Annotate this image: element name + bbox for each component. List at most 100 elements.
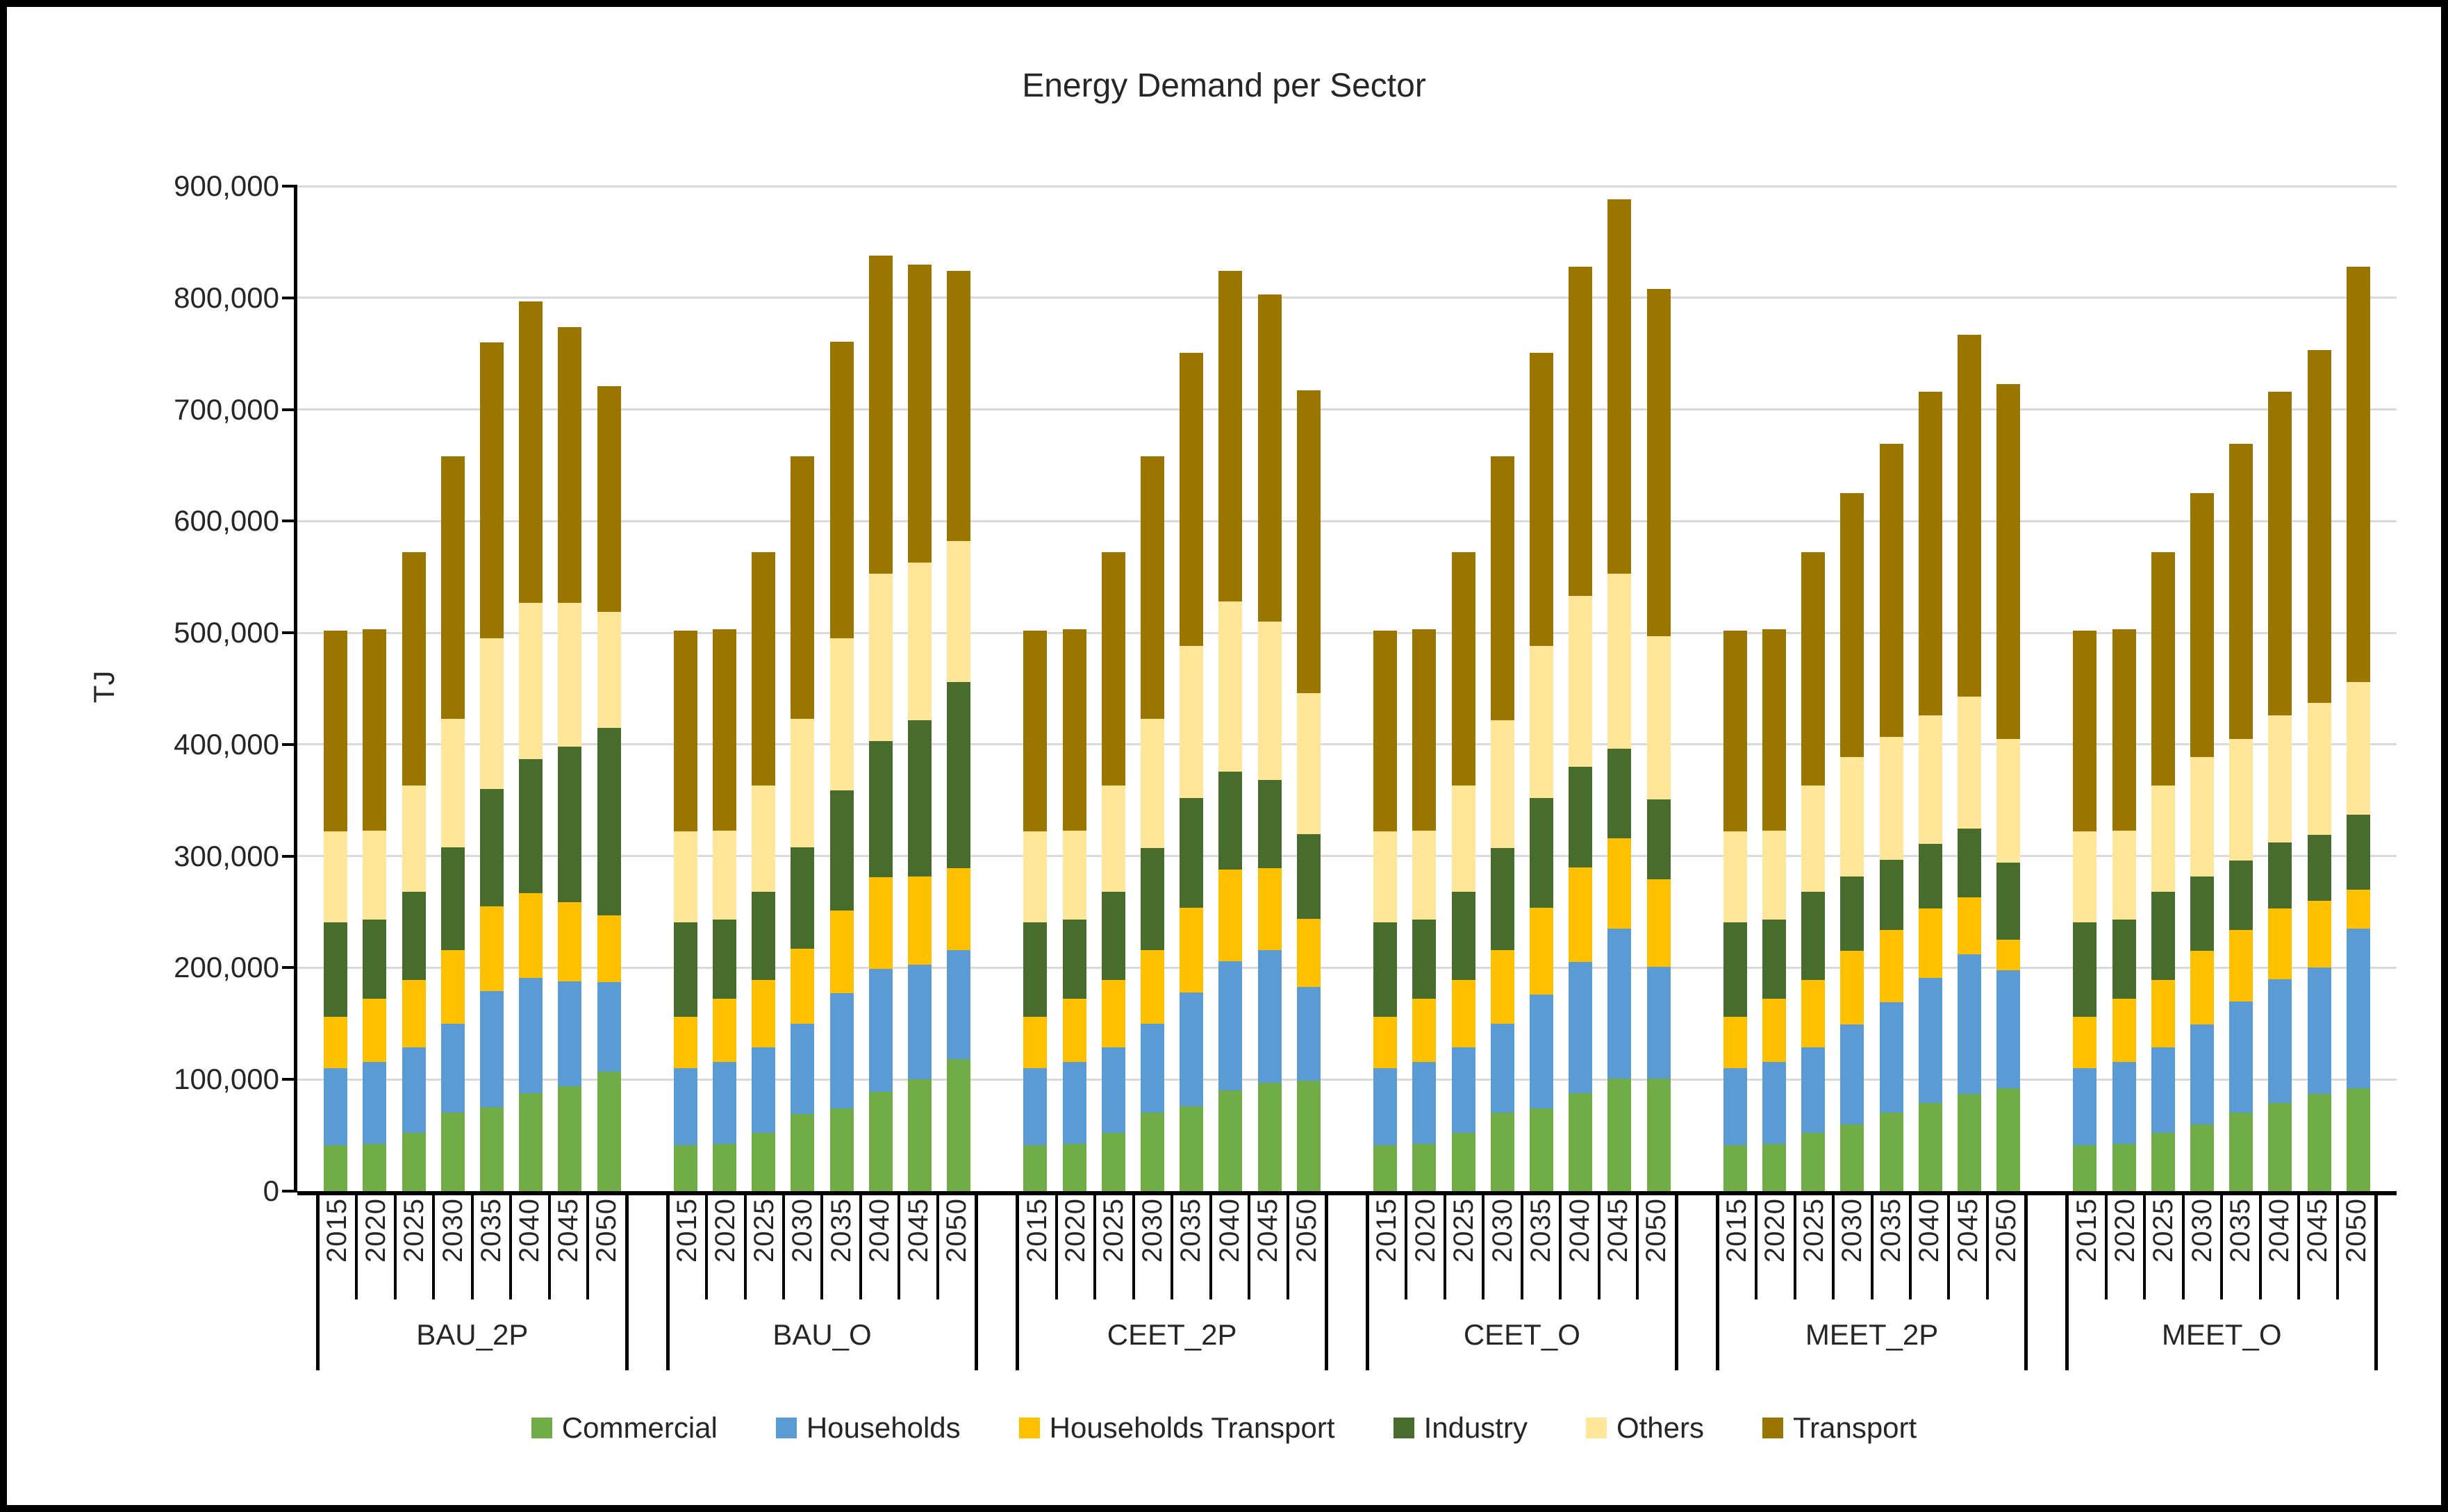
bar-slot xyxy=(2300,186,2339,1191)
bar-segment-transport xyxy=(1801,552,1826,786)
year-tick-label: 2020 xyxy=(2110,1198,2141,1263)
legend-swatch-icon xyxy=(1018,1418,1040,1438)
bar-segment-transport xyxy=(947,271,971,542)
year-tick-label: 2030 xyxy=(2186,1198,2217,1263)
bar-segment-households xyxy=(1762,1061,1786,1145)
bar-slot xyxy=(1016,186,1055,1191)
stacked-bar-ceet_o-2040 xyxy=(1569,266,1593,1191)
bar-segment-commercial xyxy=(947,1059,971,1191)
bar-segment-transport xyxy=(868,255,893,574)
year-cell: 2035 xyxy=(2223,1195,2262,1299)
stacked-bar-bau_2p-2045 xyxy=(558,326,582,1191)
year-cell: 2050 xyxy=(589,1195,625,1299)
bar-segment-households-transport xyxy=(829,911,854,994)
bar-segment-households-transport xyxy=(1762,999,1786,1062)
bar-slot xyxy=(1755,186,1794,1191)
year-tick-label: 2045 xyxy=(1602,1198,1633,1263)
bar-segment-transport xyxy=(1762,629,1786,831)
bar-segment-households xyxy=(402,1047,426,1133)
stacked-bar-meet_o-2035 xyxy=(2229,444,2253,1191)
scenario-group-label: BAU_O xyxy=(772,1318,872,1351)
bar-slot xyxy=(1405,186,1444,1191)
bar-segment-commercial xyxy=(1762,1144,1786,1191)
bar-segment-commercial xyxy=(907,1079,932,1191)
bar-segment-households-transport xyxy=(791,949,815,1024)
bar-segment-transport xyxy=(2268,391,2292,716)
year-tick-label: 2025 xyxy=(1448,1198,1480,1263)
year-cell: 2030 xyxy=(1835,1195,1874,1299)
stacked-bar-meet_o-2015 xyxy=(2073,630,2097,1191)
bar-segment-industry xyxy=(519,758,543,893)
bar-slot xyxy=(900,186,939,1191)
bar-segment-transport xyxy=(712,629,736,831)
gridline xyxy=(297,631,2397,634)
bar-segment-transport xyxy=(1412,629,1437,831)
year-tick-label: 2030 xyxy=(1487,1198,1518,1263)
bar-segment-households xyxy=(519,977,543,1093)
bar-segment-transport xyxy=(324,630,348,832)
stacked-bar-ceet_2p-2050 xyxy=(1296,390,1321,1191)
bar-slot xyxy=(1366,186,1405,1191)
bar-segment-others xyxy=(2307,703,2331,836)
bar-segment-households-transport xyxy=(1529,907,1553,995)
stacked-bar-ceet_o-2015 xyxy=(1373,630,1398,1191)
bar-slot xyxy=(1600,186,1639,1191)
bar-slot xyxy=(744,186,783,1191)
bar-segment-others xyxy=(519,602,543,759)
bars-container xyxy=(297,186,2397,1191)
year-tick-label: 2025 xyxy=(1798,1198,1829,1263)
bar-segment-households-transport xyxy=(402,980,426,1047)
year-cell: 2035 xyxy=(474,1195,513,1299)
bar-segment-commercial xyxy=(1218,1090,1243,1191)
year-cell: 2015 xyxy=(2069,1195,2108,1299)
bar-slot xyxy=(394,186,433,1191)
bar-slot xyxy=(1794,186,1833,1191)
year-cell: 2040 xyxy=(512,1195,551,1299)
bar-segment-households-transport xyxy=(558,902,582,981)
bar-segment-commercial xyxy=(2229,1113,2253,1191)
gridline xyxy=(297,520,2397,522)
year-tick-label: 2050 xyxy=(2340,1198,2372,1263)
bar-segment-households xyxy=(1958,954,1981,1095)
y-axis-tick-label: 900,000 xyxy=(174,169,279,202)
year-cell: 2030 xyxy=(1484,1195,1523,1299)
year-tick-label: 2015 xyxy=(1021,1198,1052,1263)
bar-segment-industry xyxy=(712,920,736,999)
bar-segment-households-transport xyxy=(2307,901,2331,968)
bar-slot xyxy=(589,186,628,1191)
bar-slot xyxy=(511,186,550,1191)
bar-segment-households xyxy=(1801,1047,1826,1133)
bar-segment-commercial xyxy=(1451,1133,1475,1191)
bar-segment-households-transport xyxy=(1412,999,1437,1062)
bar-segment-industry xyxy=(907,720,932,877)
bar-segment-commercial xyxy=(712,1144,736,1191)
year-tick-label: 2025 xyxy=(1098,1198,1130,1263)
y-axis-tick xyxy=(282,966,297,970)
year-cell: 2045 xyxy=(900,1195,939,1299)
scenario-group-label: CEET_2P xyxy=(1107,1318,1237,1351)
year-cell: 2035 xyxy=(1523,1195,1562,1299)
bar-segment-others xyxy=(791,718,815,847)
bar-segment-industry xyxy=(1451,892,1475,981)
bar-segment-industry xyxy=(1373,922,1398,1017)
y-axis-tick xyxy=(282,742,297,746)
bar-segment-commercial xyxy=(1257,1083,1282,1191)
year-tick-label: 2050 xyxy=(1291,1198,1322,1263)
legend-label: Households Transport xyxy=(1049,1411,1335,1444)
bar-segment-households xyxy=(1451,1047,1475,1133)
bar-segment-others xyxy=(1451,786,1475,892)
bar-segment-households xyxy=(868,969,893,1092)
bar-slot xyxy=(1289,186,1328,1191)
y-axis-tick-label: 200,000 xyxy=(174,951,279,984)
bar-segment-households xyxy=(597,982,621,1072)
bar-segment-commercial xyxy=(1801,1133,1826,1191)
bar-segment-households xyxy=(1296,986,1321,1081)
bar-segment-industry xyxy=(2151,892,2175,981)
bar-segment-industry xyxy=(947,681,971,869)
bar-slot xyxy=(822,186,861,1191)
year-cell: 2025 xyxy=(2146,1195,2185,1299)
year-tick-label: 2020 xyxy=(1060,1198,1091,1263)
bar-segment-others xyxy=(597,611,621,728)
bar-segment-commercial xyxy=(2307,1094,2331,1191)
bar-slot xyxy=(2222,186,2260,1191)
